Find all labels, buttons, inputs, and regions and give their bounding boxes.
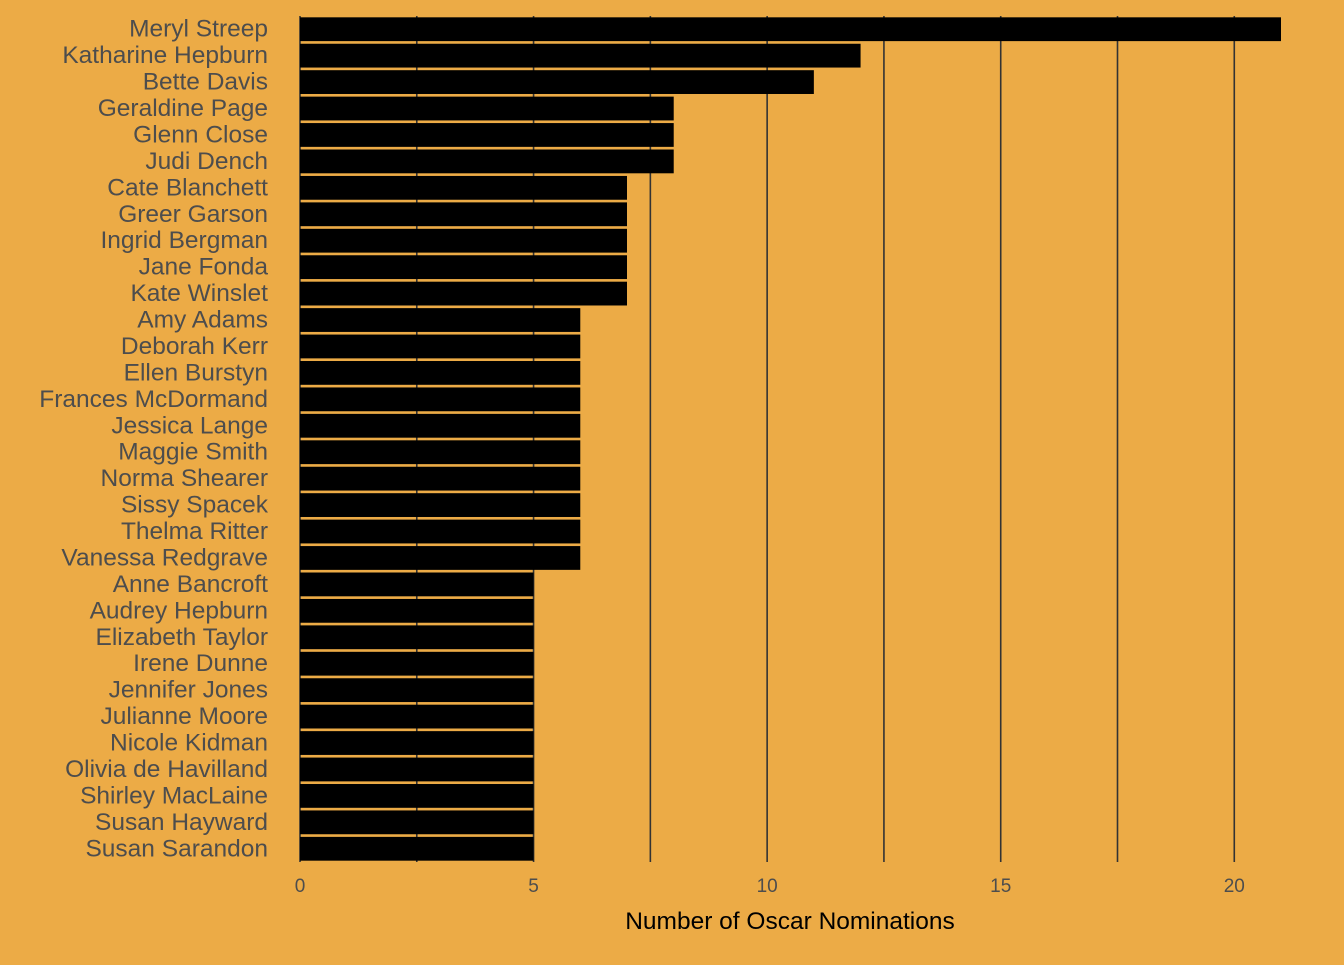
category-label: Susan Sarandon (85, 835, 268, 862)
category-label: Ingrid Bergman (100, 227, 268, 254)
category-label: Jane Fonda (139, 254, 269, 281)
category-label: Frances McDormand (39, 386, 268, 413)
bar (300, 175, 627, 200)
category-label: Olivia de Havilland (65, 756, 268, 783)
category-label: Meryl Streep (129, 16, 268, 43)
category-label: Thelma Ritter (121, 518, 268, 545)
bar (300, 546, 581, 570)
category-label: Katharine Hepburn (62, 42, 268, 69)
category-label: Judi Dench (145, 148, 268, 175)
category-label: Vanessa Redgrave (61, 544, 268, 571)
bar (300, 70, 814, 94)
x-axis-title: Number of Oscar Nominations (625, 908, 955, 935)
bar (300, 651, 534, 676)
bar (300, 387, 581, 412)
category-label: Norma Shearer (101, 465, 268, 492)
bar (300, 96, 674, 121)
category-label: Maggie Smith (118, 439, 268, 466)
category-label: Nicole Kidman (110, 730, 268, 757)
x-tick-label: 10 (757, 876, 778, 897)
bar (300, 17, 1281, 42)
bar (300, 731, 534, 755)
bar (300, 361, 581, 385)
category-label: Amy Adams (137, 307, 268, 334)
category-label: Ellen Burstyn (124, 359, 268, 386)
x-tick-label: 0 (295, 876, 306, 897)
category-label: Deborah Kerr (121, 333, 268, 360)
bar (300, 784, 534, 808)
category-label: Sissy Spacek (121, 492, 269, 519)
bar (300, 810, 534, 835)
bar (300, 440, 581, 465)
bar (300, 836, 534, 861)
category-label: Susan Hayward (95, 809, 268, 836)
bar (300, 43, 861, 68)
bar (300, 123, 674, 147)
category-label: Jennifer Jones (109, 677, 268, 704)
bars (300, 17, 1281, 861)
bar (300, 757, 534, 782)
category-label: Shirley MacLaine (80, 782, 268, 809)
bar (300, 625, 534, 650)
category-label: Anne Bancroft (113, 571, 268, 598)
bar (300, 519, 581, 544)
bar (300, 281, 627, 306)
bar (300, 149, 674, 174)
bar (300, 598, 534, 623)
category-label: Elizabeth Taylor (95, 624, 268, 651)
bar (300, 308, 581, 332)
x-tick-label: 15 (990, 876, 1011, 897)
x-tick-label: 5 (528, 876, 539, 897)
x-tick-labels: 0 5 10 15 20 (295, 876, 1245, 897)
category-label: Kate Winslet (130, 280, 268, 307)
bar (300, 413, 581, 438)
bar (300, 678, 534, 703)
category-label: Bette Davis (143, 69, 268, 96)
x-tick-label: 20 (1224, 876, 1245, 897)
bar (300, 202, 627, 227)
category-label: Julianne Moore (100, 703, 268, 730)
bar (300, 704, 534, 729)
bar (300, 228, 627, 253)
category-label: Geraldine Page (98, 95, 268, 122)
category-label: Glenn Close (133, 121, 268, 148)
bar (300, 466, 581, 491)
category-label: Jessica Lange (111, 412, 268, 439)
bar (300, 493, 581, 517)
bar (300, 572, 534, 597)
category-label: Audrey Hepburn (90, 597, 268, 624)
category-label: Irene Dunne (133, 650, 268, 677)
category-label: Greer Garson (118, 201, 268, 228)
bar (300, 334, 581, 359)
category-label: Cate Blanchett (107, 174, 268, 201)
bar (300, 255, 627, 280)
